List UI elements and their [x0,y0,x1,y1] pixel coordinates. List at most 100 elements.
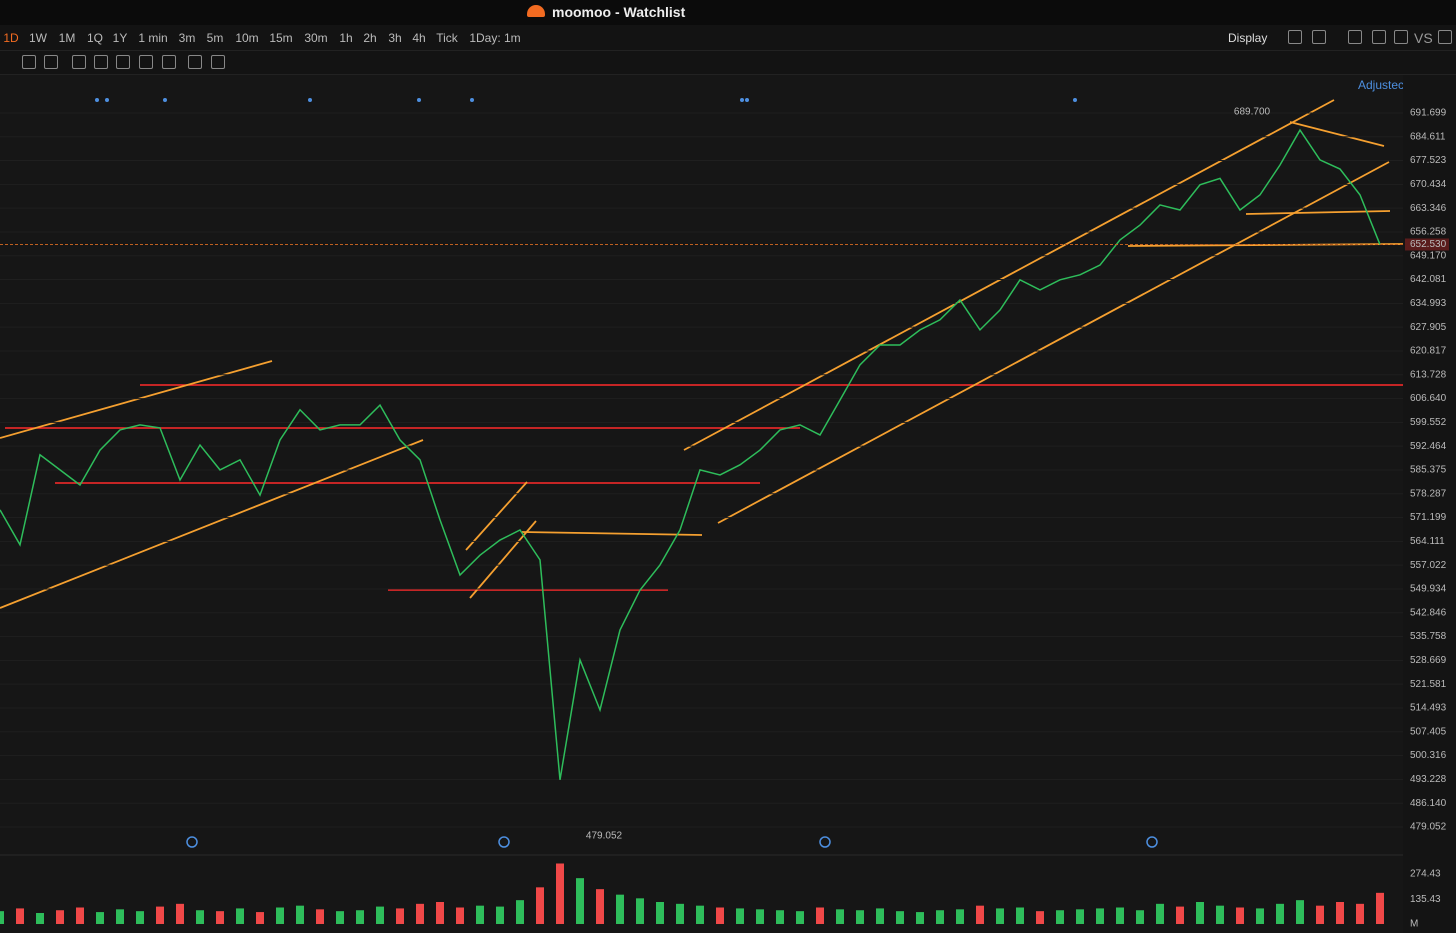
period-button[interactable]: 3m [178,31,196,45]
earnings-icon[interactable] [498,836,510,848]
volume-bar [1276,903,1284,924]
period-button[interactable]: 1W [29,31,47,45]
support-lines [5,384,1403,591]
volume-bar [776,910,784,924]
period-button[interactable]: 1 min [138,31,168,45]
volume-bar [1356,903,1364,924]
volume-bar [336,911,344,924]
price-line [0,128,1381,780]
config-tool[interactable] [211,55,225,69]
y-tick-label: 613.728 [1410,369,1447,380]
y-tick-label: 528.669 [1410,655,1447,666]
period-button[interactable]: 1M [58,31,76,45]
period-button[interactable]: 1Y [112,31,128,45]
settings-icon[interactable] [1288,30,1302,44]
y-tick-label: 663.346 [1410,203,1447,214]
period-button[interactable]: 1h [339,31,353,45]
window-title: moomoo - Watchlist [552,4,686,20]
text-tool[interactable] [22,55,36,69]
earnings-icon[interactable] [819,836,831,848]
adjust-button[interactable]: Adjustec [1358,78,1405,92]
period-button[interactable]: 10m [235,31,259,45]
event-dot [740,98,744,102]
trend-line [0,439,424,609]
volume-bar [236,908,244,924]
display-button[interactable]: Display [1228,31,1268,45]
delete-tool[interactable] [162,55,176,69]
period-button[interactable]: 15m [269,31,293,45]
last-price-label: 652.530 [1410,239,1447,250]
earnings-icon[interactable] [186,836,198,848]
y-tick-label: 557.022 [1410,560,1447,571]
volume-bar [176,903,184,924]
volume-bar [696,905,704,924]
volume-bar [796,911,804,924]
trend-line [1289,121,1385,147]
period-button[interactable]: 30m [304,31,328,45]
layout-icon[interactable] [1312,30,1326,44]
y-tick-label: 656.258 [1410,227,1447,238]
trend-line [717,161,1390,524]
y-tick-label: 592.464 [1410,441,1447,452]
earnings-icon[interactable] [1146,836,1158,848]
volume-bar [836,909,844,924]
y-tick-label: 677.523 [1410,155,1447,166]
volume-bar [896,911,904,924]
volume-unit: M [1410,919,1418,930]
event-dot [308,98,312,102]
y-tick-label: 684.611 [1410,131,1446,142]
period-button[interactable]: 3h [388,31,402,45]
drawing-toolbar [0,51,1456,75]
period-toolbar: Display VS 1D 1W 1M 1Q 1Y 1 min 3m 5m 10m 15m 30m 1… [0,25,1456,51]
compare-button[interactable]: VS [1414,30,1433,46]
volume-bar [516,900,524,924]
logo [527,5,545,17]
trend-line [465,481,528,551]
volume-bar [96,912,104,924]
panel-icon[interactable] [1438,30,1452,44]
event-dot [745,98,749,102]
period-button[interactable]: Tick [436,31,458,45]
hide-tool[interactable] [139,55,153,69]
note-tool[interactable] [44,55,58,69]
volume-bar [736,908,744,924]
volume-bar [636,898,644,924]
period-button[interactable]: 1Q [86,31,104,45]
event-dot [95,98,99,102]
lock-tool[interactable] [116,55,130,69]
y-tick-label: 542.846 [1410,607,1447,618]
title-bar: moomoo - Watchlist [0,0,1456,25]
camera-icon[interactable] [1348,30,1362,44]
volume-bar [1136,910,1144,924]
toggle-tool[interactable] [188,55,202,69]
y-tick-label: 514.493 [1410,703,1447,714]
volume-bar [816,907,824,924]
volume-bar [1176,906,1184,924]
y-tick-label: 578.287 [1410,488,1447,499]
earnings-markers [186,836,1158,848]
volume-bar [136,911,144,924]
period-button[interactable]: 1Day: 1m [469,31,521,45]
magnet-tool[interactable] [94,55,108,69]
volume-bar [656,902,664,924]
period-button[interactable]: 1D [3,31,19,45]
pen-icon[interactable] [1372,30,1386,44]
volume-bar [1076,909,1084,924]
period-button[interactable]: 4h [412,31,426,45]
volume-bar [0,911,4,924]
volume-bar [396,908,404,924]
y-tick-label: 627.905 [1410,322,1447,333]
volume-bar [496,906,504,924]
volume-bar [716,907,724,924]
volume-bar [156,906,164,924]
period-button[interactable]: 5m [206,31,224,45]
volume-bar [1296,900,1304,924]
price-annotation: 689.700 [1234,106,1271,117]
line-tool[interactable] [72,55,86,69]
fullscreen-icon[interactable] [1394,30,1408,44]
period-button[interactable]: 2h [363,31,377,45]
volume-bar [116,909,124,924]
volume-bar [1216,905,1224,924]
